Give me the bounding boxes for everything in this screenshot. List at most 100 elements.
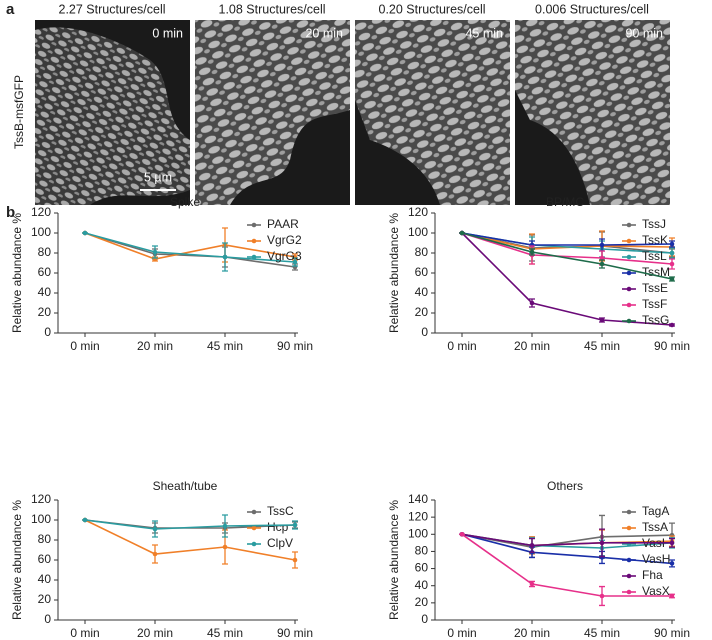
data-point <box>599 540 605 546</box>
legend-label: TssE <box>642 281 668 295</box>
x-tick-label: 0 min <box>70 626 99 640</box>
image-time: 0 min <box>152 26 183 40</box>
x-tick-label: 0 min <box>447 339 476 353</box>
series-line <box>84 519 296 530</box>
scale-bar-label: 5 µm <box>144 170 172 184</box>
y-tick-label: 20 <box>415 595 429 609</box>
y-tick-label: 20 <box>415 305 429 319</box>
image-caption: 1.08 Structures/cell <box>219 2 326 16</box>
data-point <box>292 259 298 265</box>
y-tick-label: 20 <box>38 305 52 319</box>
legend-label: TagA <box>642 504 669 518</box>
legend-label: TssA <box>642 520 668 534</box>
data-point <box>669 276 675 282</box>
y-tick-label: 140 <box>408 492 428 506</box>
legend-label: PAAR <box>267 217 299 231</box>
legend-label: Hcp <box>267 520 289 534</box>
legend-marker <box>626 286 632 292</box>
data-point <box>82 230 88 236</box>
legend-label: VgrG3 <box>267 249 302 263</box>
y-tick-label: 0 <box>44 612 51 626</box>
legend-marker <box>626 509 632 515</box>
y-tick-label: 80 <box>38 245 52 259</box>
series-line <box>461 232 673 246</box>
data-point <box>222 254 228 260</box>
y-tick-label: 120 <box>31 492 51 506</box>
legend-marker <box>626 222 632 228</box>
data-point <box>599 261 605 267</box>
y-tick-label: 60 <box>38 552 52 566</box>
y-axis-label: Relative abundance % <box>10 213 24 333</box>
image-ylabel: TssB-msfGFP <box>12 75 26 149</box>
legend-marker <box>626 525 632 531</box>
y-tick-label: 40 <box>38 285 52 299</box>
micrograph <box>195 20 350 205</box>
image-caption: 0.20 Structures/cell <box>379 2 486 16</box>
legend-label: VgrG2 <box>267 233 302 247</box>
data-point <box>599 255 605 261</box>
series-line <box>84 519 296 561</box>
image-time: 45 min <box>465 26 503 40</box>
x-tick-label: 0 min <box>447 626 476 640</box>
data-point <box>669 593 675 599</box>
x-tick-label: 90 min <box>277 626 313 640</box>
data-point <box>669 250 675 256</box>
series-line <box>461 533 672 597</box>
legend-marker <box>251 238 257 244</box>
legend-label: TssJ <box>642 217 666 231</box>
x-tick-label: 90 min <box>654 626 690 640</box>
x-tick-label: 20 min <box>137 339 173 353</box>
image-time: 90 min <box>625 26 663 40</box>
y-tick-label: 0 <box>421 325 428 339</box>
chart-title: Others <box>547 479 583 493</box>
x-tick-label: 0 min <box>70 339 99 353</box>
series-line <box>461 533 672 547</box>
y-tick-label: 0 <box>44 325 51 339</box>
data-point <box>152 526 158 532</box>
data-point <box>292 557 298 563</box>
legend-marker <box>626 573 632 579</box>
legend-marker <box>626 557 632 563</box>
legend-marker <box>626 238 632 244</box>
y-tick-label: 100 <box>408 526 428 540</box>
x-tick-label: 90 min <box>654 339 690 353</box>
legend-marker <box>251 509 257 515</box>
x-tick-label: 20 min <box>137 626 173 640</box>
x-tick-label: 45 min <box>207 339 243 353</box>
y-tick-label: 80 <box>415 544 429 558</box>
data-point <box>669 561 675 566</box>
x-tick-label: 20 min <box>514 626 550 640</box>
series-line <box>461 232 673 280</box>
x-tick-label: 45 min <box>584 339 620 353</box>
x-tick-label: 45 min <box>207 626 243 640</box>
chart-title: Sheath/tube <box>153 479 218 493</box>
data-point <box>599 317 605 323</box>
legend-marker <box>626 302 632 308</box>
x-tick-label: 45 min <box>584 626 620 640</box>
legend-label: TssG <box>642 313 669 327</box>
series-line <box>84 232 296 268</box>
data-point <box>459 230 465 236</box>
micrograph <box>355 20 510 205</box>
data-point <box>669 261 675 267</box>
data-point <box>459 531 465 537</box>
data-point <box>529 581 535 587</box>
y-tick-label: 40 <box>415 285 429 299</box>
series-line <box>84 232 296 260</box>
legend-label: TssF <box>642 297 667 311</box>
data-point <box>669 241 675 247</box>
image-caption: 2.27 Structures/cell <box>59 2 166 16</box>
data-point <box>292 522 298 528</box>
series-line <box>461 533 673 548</box>
legend-marker <box>626 270 632 276</box>
y-tick-label: 40 <box>38 572 52 586</box>
legend-marker <box>251 254 257 260</box>
y-axis-label: Relative abundance % <box>10 500 24 620</box>
data-point <box>529 543 535 548</box>
y-tick-label: 60 <box>415 561 429 575</box>
data-point <box>599 593 605 599</box>
y-axis-label: Relative abundance % <box>387 500 401 620</box>
data-point <box>152 249 158 255</box>
y-tick-label: 120 <box>31 205 51 219</box>
